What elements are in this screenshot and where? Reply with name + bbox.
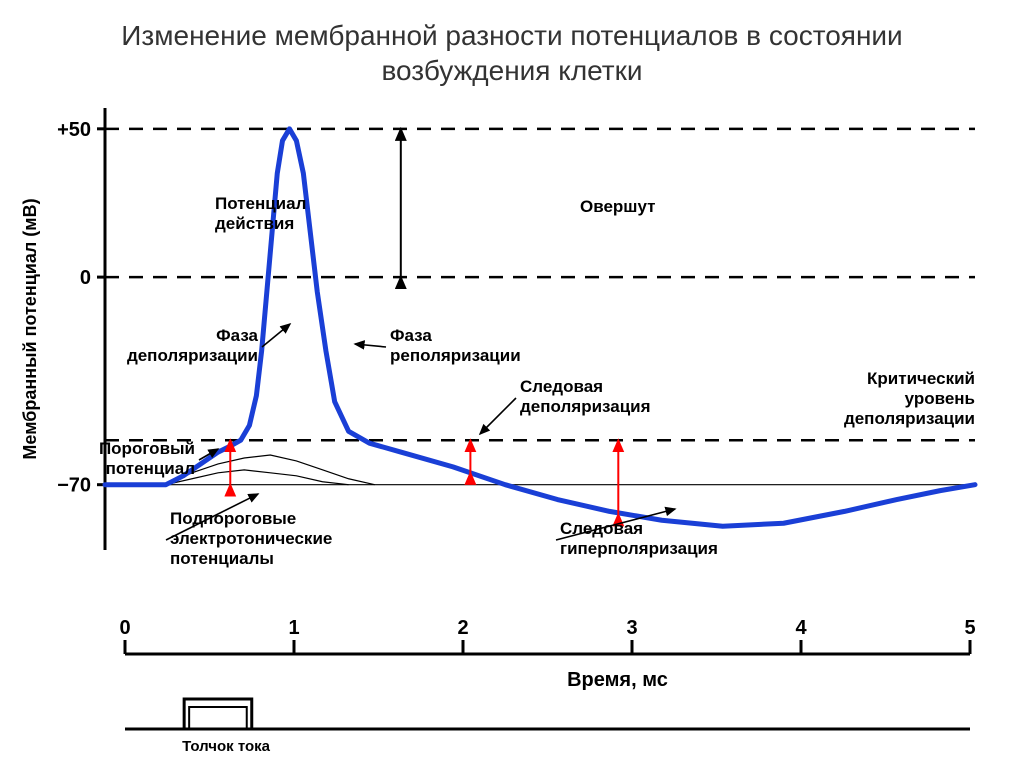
- y-tick-label: −70: [57, 475, 91, 497]
- svg-text:Потенциал: Потенциал: [215, 194, 306, 213]
- y-tick-label: 0: [80, 267, 91, 289]
- stimulus-label: Толчок тока: [182, 738, 271, 755]
- svg-text:Фаза: Фаза: [390, 326, 432, 345]
- label-crit: Критическийуровеньдеполяризации: [844, 369, 975, 428]
- svg-text:деполяризация: деполяризация: [520, 397, 651, 416]
- label-thr: Пороговыйпотенциал: [99, 439, 218, 478]
- svg-text:Фаза: Фаза: [216, 326, 258, 345]
- svg-text:Пороговый: Пороговый: [99, 439, 195, 458]
- label-ov: Овершут: [580, 197, 655, 216]
- y-axis-label: Мембранный потенциал (мВ): [20, 198, 40, 459]
- x-tick-label: 0: [119, 617, 130, 639]
- svg-text:деполяризации: деполяризации: [844, 409, 975, 428]
- stimulus-pulse: [184, 699, 252, 729]
- label-rep: Фазареполяризации: [355, 326, 521, 365]
- label-trd: Следоваядеполяризация: [480, 377, 651, 434]
- svg-text:деполяризации: деполяризации: [127, 346, 258, 365]
- svg-text:уровень: уровень: [905, 389, 975, 408]
- svg-text:электротонические: электротонические: [170, 529, 332, 548]
- label-sub: Подпороговыеэлектротоническиепотенциалы: [166, 494, 332, 568]
- svg-text:Следовая: Следовая: [520, 377, 603, 396]
- x-tick-label: 4: [795, 617, 807, 639]
- svg-text:гиперполяризация: гиперполяризация: [560, 539, 718, 558]
- subthreshold-curve: [166, 455, 375, 485]
- x-tick-label: 5: [964, 617, 975, 639]
- y-tick-label: +50: [57, 119, 91, 141]
- svg-text:Критический: Критический: [867, 369, 975, 388]
- action-potential-chart: +50 0 −70 Мембранный потенциал (мВ) Потенциа…: [0, 94, 1024, 784]
- x-tick-label: 1: [288, 617, 299, 639]
- svg-text:Подпороговые: Подпороговые: [170, 509, 296, 528]
- x-tick-label: 3: [626, 617, 637, 639]
- x-tick-label: 2: [457, 617, 468, 639]
- svg-text:Овершут: Овершут: [580, 197, 655, 216]
- svg-text:действия: действия: [215, 214, 294, 233]
- x-axis-label: Время, мс: [567, 669, 668, 691]
- label-ap: Потенциалдействия: [215, 194, 306, 233]
- svg-text:потенциалы: потенциалы: [170, 549, 274, 568]
- svg-text:реполяризации: реполяризации: [390, 346, 521, 365]
- page-title: Изменение мембранной разности потенциало…: [0, 0, 1024, 94]
- svg-text:потенциал: потенциал: [106, 459, 195, 478]
- chart-svg: +50 0 −70 Мембранный потенциал (мВ) Потенциа…: [0, 94, 1024, 784]
